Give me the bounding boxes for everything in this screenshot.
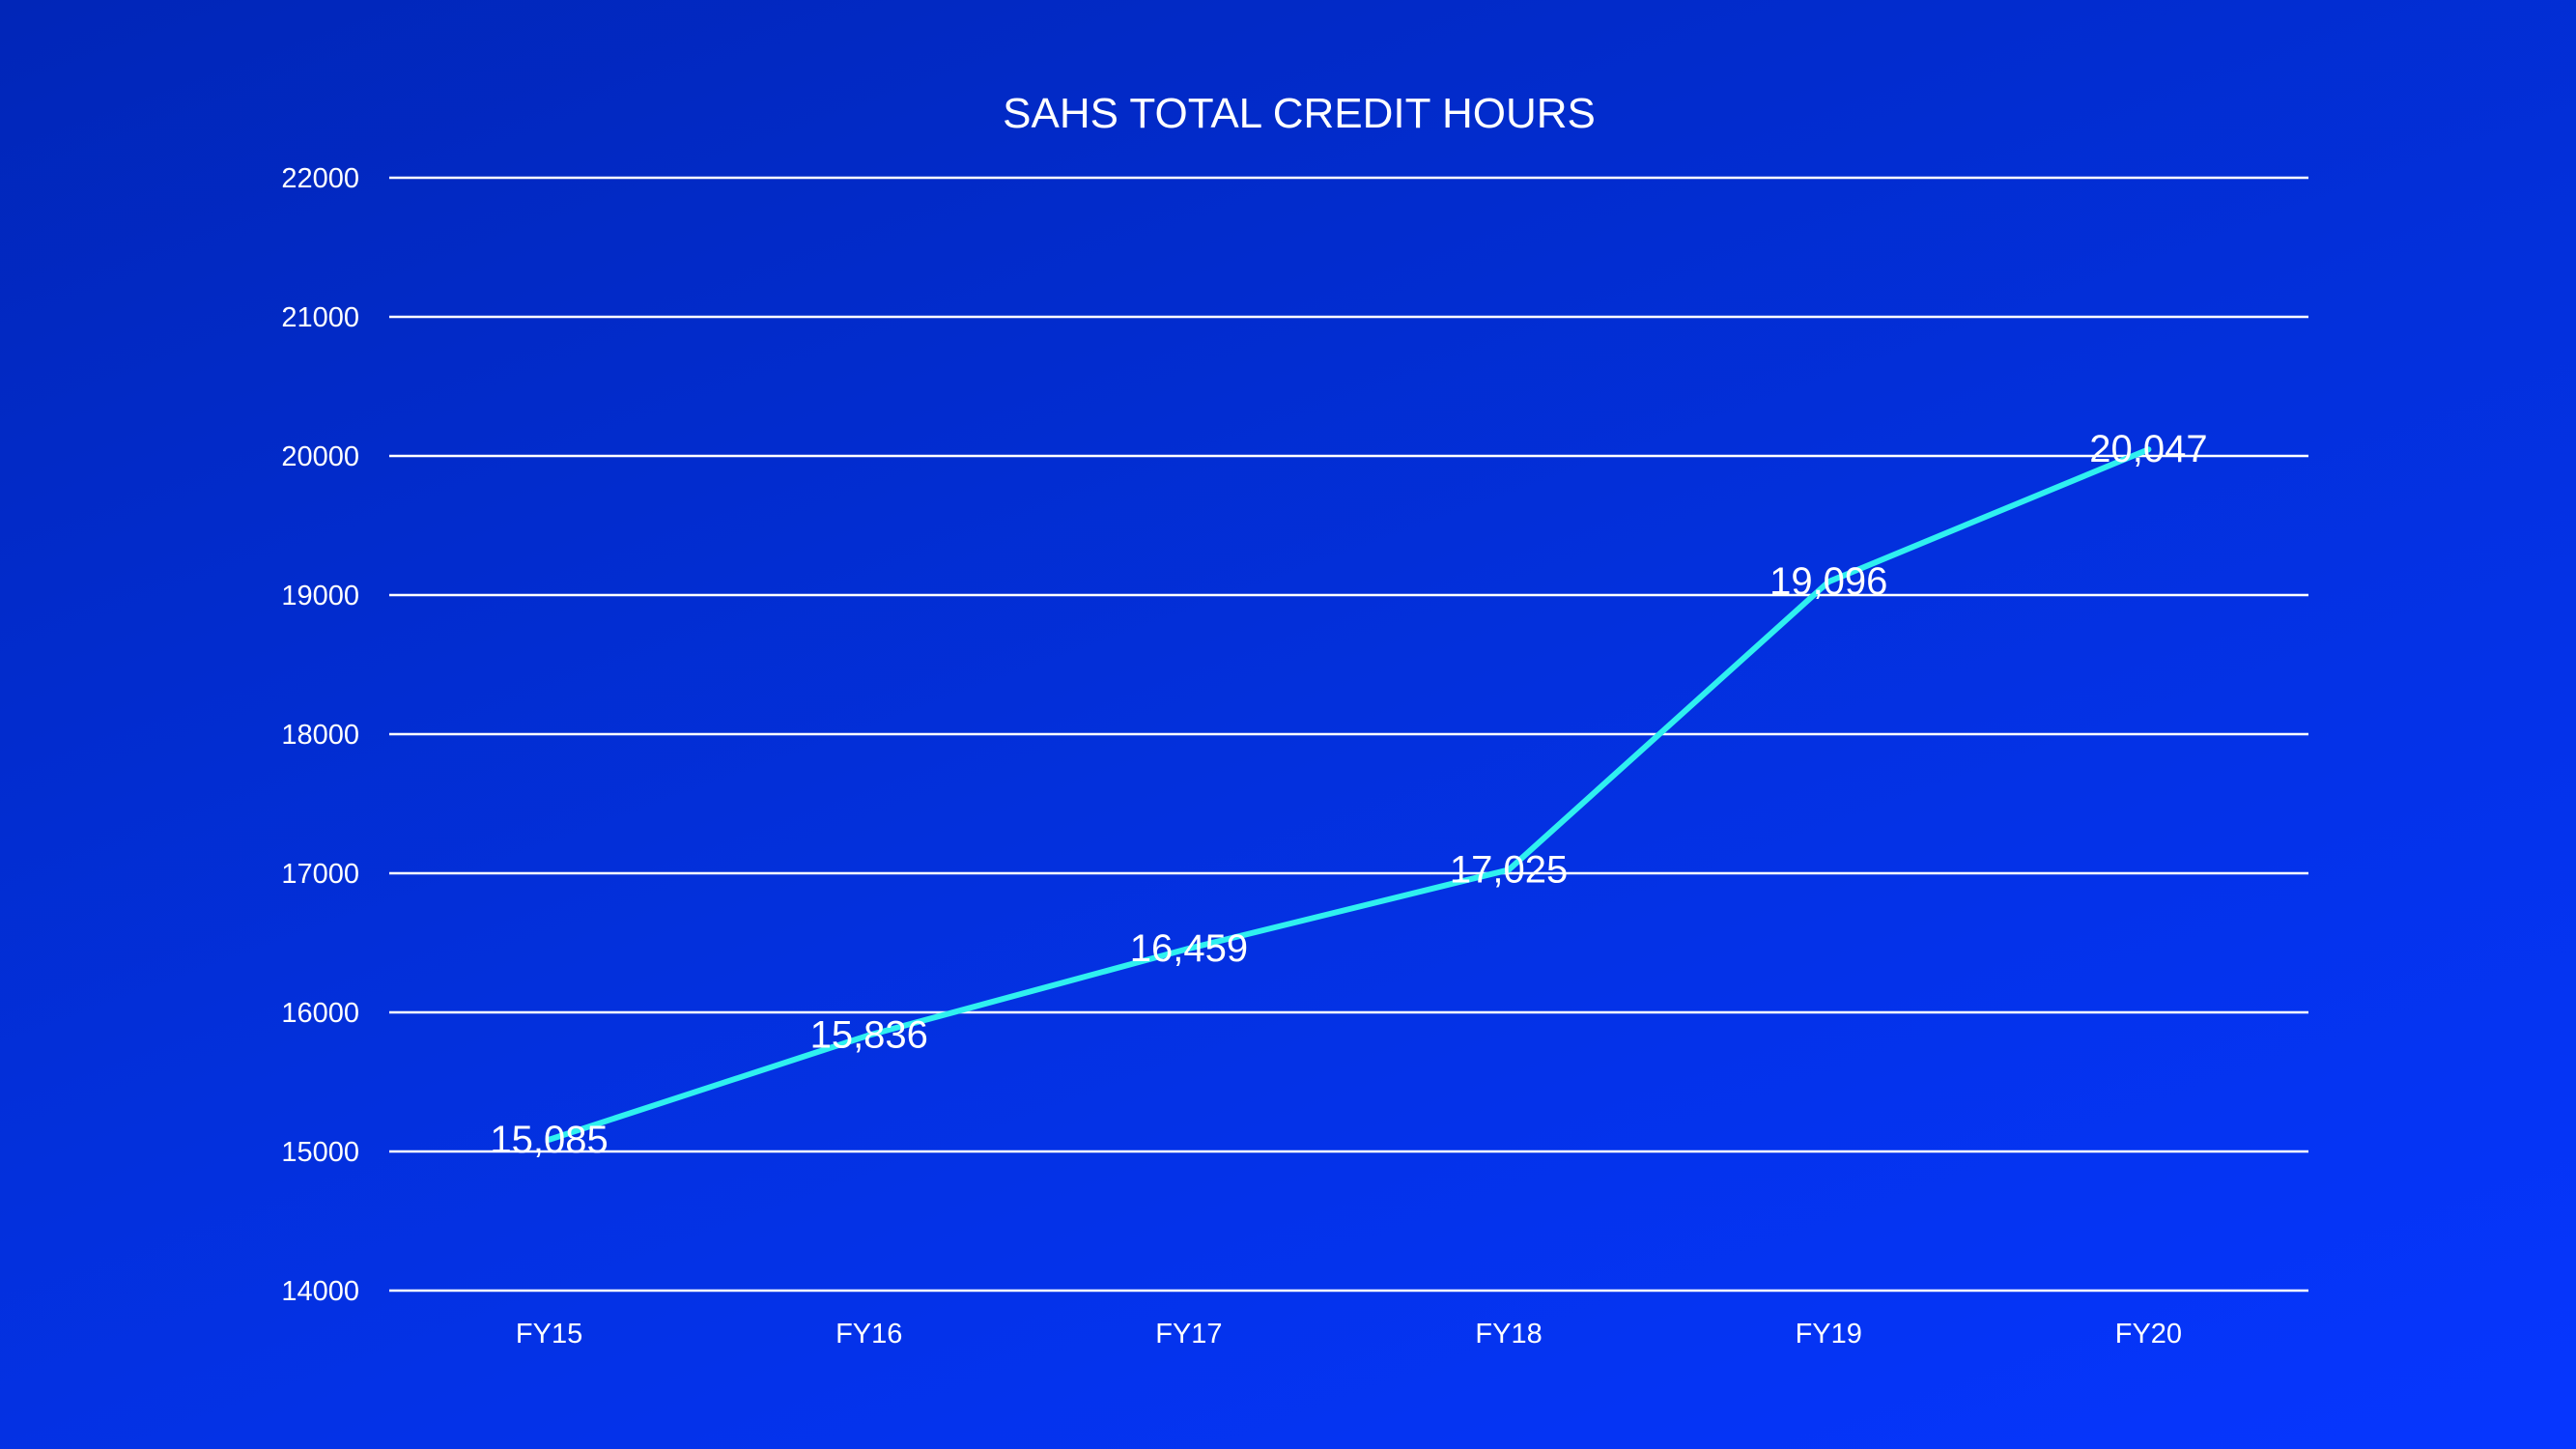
data-labels: 15,085 15,836 16,459 17,025 19,096 20,047 <box>490 428 2207 1161</box>
x-tick-label: FY16 <box>835 1319 902 1350</box>
data-point <box>546 1136 552 1143</box>
data-label: 15,836 <box>810 1014 928 1057</box>
x-tick-label: FY19 <box>1796 1319 1862 1350</box>
y-tick-label: 22000 <box>281 163 359 194</box>
y-tick-label: 19000 <box>281 581 359 611</box>
x-tick-label: FY15 <box>516 1319 582 1350</box>
data-label: 16,459 <box>1130 927 1248 970</box>
data-point <box>1826 579 1832 585</box>
data-label: 15,085 <box>490 1119 608 1161</box>
y-tick-label: 18000 <box>281 720 359 751</box>
data-point <box>865 1032 872 1038</box>
series-lines <box>546 446 2152 1143</box>
data-label: 20,047 <box>2089 428 2207 470</box>
x-tick-label: FY17 <box>1155 1319 1222 1350</box>
y-tick-label: 16000 <box>281 998 359 1029</box>
data-label: 19,096 <box>1769 560 1887 603</box>
gridlines <box>389 176 2308 1293</box>
data-point <box>1185 945 1192 952</box>
y-tick-label: 17000 <box>281 859 359 890</box>
x-tick-label: FY20 <box>2115 1319 2182 1350</box>
y-tick-label: 21000 <box>281 302 359 333</box>
series-line <box>548 446 2150 1143</box>
x-tick-label: FY18 <box>1475 1319 1542 1350</box>
y-tick-label: 20000 <box>281 441 359 472</box>
y-tick-label: 14000 <box>281 1276 359 1307</box>
data-point <box>2145 446 2152 453</box>
data-label: 17,025 <box>1450 848 1568 891</box>
x-axis-tick-labels: FY15 FY16 FY17 FY18 FY19 FY20 <box>516 1319 2182 1350</box>
y-tick-label: 15000 <box>281 1137 359 1168</box>
data-point <box>1506 867 1513 873</box>
chart-title: SAHS TOTAL CREDIT HOURS <box>1003 90 1596 137</box>
y-axis-tick-labels: 14000 15000 16000 17000 18000 19000 20000 21000… <box>281 163 359 1307</box>
